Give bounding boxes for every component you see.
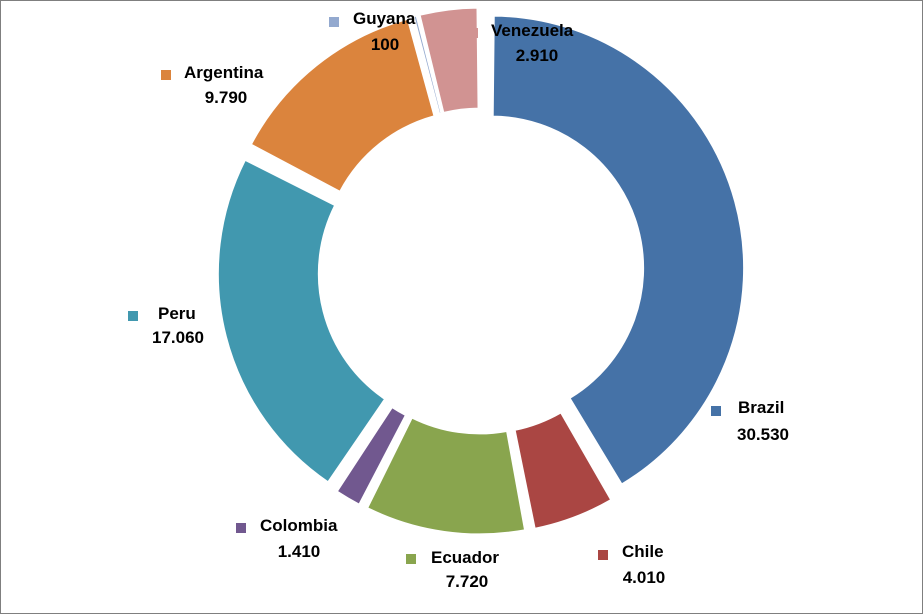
- category-label-peru: Peru: [158, 304, 196, 323]
- slice-guyana: [413, 15, 442, 114]
- value-label-chile: 4.010: [623, 568, 666, 587]
- legend-marker-ecuador: [406, 554, 416, 564]
- value-label-brazil: 30.530: [737, 425, 789, 444]
- slice-venezuela: [419, 7, 479, 113]
- legend-marker-chile: [598, 550, 608, 560]
- value-label-colombia: 1.410: [278, 542, 321, 561]
- slice-colombia: [336, 406, 406, 505]
- value-label-ecuador: 7.720: [446, 572, 489, 591]
- value-label-peru: 17.060: [152, 328, 204, 347]
- legend-marker-peru: [128, 311, 138, 321]
- slice-ecuador: [367, 417, 526, 535]
- slice-chile: [514, 412, 612, 529]
- legend-marker-colombia: [236, 523, 246, 533]
- label-group: Brazil 30.530 Chile 4.010 Ecuador 7.720 Colomb…: [128, 9, 789, 591]
- value-label-venezuela: 2.910: [516, 46, 559, 65]
- legend-marker-guyana: [329, 17, 339, 27]
- category-label-venezuela: Venezuela: [491, 21, 574, 40]
- legend-marker-brazil: [711, 406, 721, 416]
- category-label-chile: Chile: [622, 542, 664, 561]
- category-label-brazil: Brazil: [738, 398, 784, 417]
- category-label-ecuador: Ecuador: [431, 548, 499, 567]
- legend-marker-argentina: [161, 70, 171, 80]
- slice-argentina: [250, 18, 435, 192]
- slice-brazil: [492, 15, 745, 485]
- value-label-guyana: 100: [371, 35, 399, 54]
- category-label-colombia: Colombia: [260, 516, 338, 535]
- slice-peru: [217, 159, 386, 483]
- category-label-argentina: Argentina: [184, 63, 264, 82]
- category-label-guyana: Guyana: [353, 9, 416, 28]
- value-label-argentina: 9.790: [205, 88, 248, 107]
- slice-group: [217, 7, 745, 535]
- legend-marker-venezuela: [468, 28, 478, 38]
